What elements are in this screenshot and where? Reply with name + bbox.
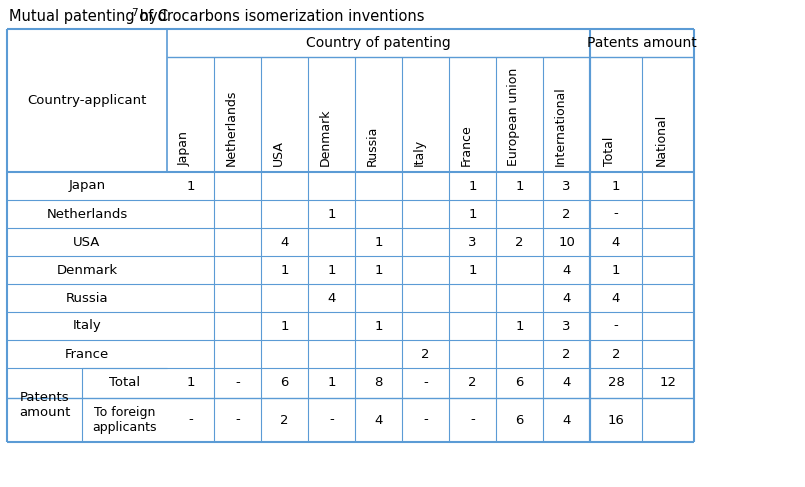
Text: 4: 4 (612, 236, 620, 248)
Text: 1: 1 (374, 236, 382, 248)
Text: 1: 1 (469, 263, 477, 277)
Text: Country-applicant: Country-applicant (27, 94, 147, 107)
Text: 10: 10 (558, 236, 575, 248)
Text: -: - (423, 413, 428, 427)
Text: 16: 16 (608, 413, 625, 427)
Text: 2: 2 (612, 348, 620, 360)
Text: -: - (613, 319, 618, 333)
Text: Japan: Japan (68, 180, 105, 192)
Text: Total: Total (109, 376, 140, 390)
Text: 4: 4 (280, 236, 289, 248)
Text: 1: 1 (374, 319, 382, 333)
Text: European union: European union (506, 68, 519, 166)
Text: Total: Total (603, 137, 616, 166)
Text: USA: USA (73, 236, 101, 248)
Text: -: - (329, 413, 334, 427)
Text: 4: 4 (563, 376, 571, 390)
Text: International: International (554, 86, 567, 166)
Text: 1: 1 (374, 263, 382, 277)
Text: 1: 1 (515, 319, 524, 333)
Text: 2: 2 (469, 376, 477, 390)
Text: National: National (655, 114, 668, 166)
Text: France: France (65, 348, 109, 360)
Text: 3: 3 (562, 180, 571, 192)
Text: 1: 1 (328, 207, 336, 221)
Text: 1: 1 (328, 263, 336, 277)
Text: 1: 1 (612, 180, 620, 192)
Text: 2: 2 (280, 413, 289, 427)
Text: hydrocarbons isomerization inventions: hydrocarbons isomerization inventions (135, 9, 424, 24)
Text: 2: 2 (562, 348, 571, 360)
Text: -: - (613, 207, 618, 221)
Text: -: - (188, 413, 193, 427)
Text: 28: 28 (608, 376, 625, 390)
Text: France: France (460, 124, 473, 166)
Text: 2: 2 (562, 207, 571, 221)
Text: 1: 1 (186, 376, 195, 390)
Text: 4: 4 (612, 292, 620, 304)
Text: 4: 4 (563, 263, 571, 277)
Text: 3: 3 (562, 319, 571, 333)
Text: 4: 4 (374, 413, 382, 427)
Text: 4: 4 (563, 413, 571, 427)
Text: Netherlands: Netherlands (47, 207, 128, 221)
Text: Netherlands: Netherlands (225, 90, 237, 166)
Text: To foreign
applicants: To foreign applicants (93, 406, 157, 434)
Text: 1: 1 (469, 207, 477, 221)
Text: 1: 1 (515, 180, 524, 192)
Text: Denmark: Denmark (319, 109, 332, 166)
Text: 4: 4 (328, 292, 336, 304)
Text: USA: USA (271, 140, 284, 166)
Text: 4: 4 (563, 292, 571, 304)
Text: Patents
amount: Patents amount (19, 391, 70, 419)
Text: Russia: Russia (66, 292, 109, 304)
Text: 1: 1 (469, 180, 477, 192)
Text: 6: 6 (515, 376, 524, 390)
Text: 6: 6 (280, 376, 289, 390)
Text: 1: 1 (280, 319, 289, 333)
Text: Denmark: Denmark (56, 263, 118, 277)
Text: Italy: Italy (72, 319, 101, 333)
Text: -: - (470, 413, 475, 427)
Text: 12: 12 (659, 376, 676, 390)
Text: Country of patenting: Country of patenting (306, 36, 451, 50)
Text: 6: 6 (515, 413, 524, 427)
Text: 2: 2 (515, 236, 524, 248)
Text: 1: 1 (328, 376, 336, 390)
Text: 8: 8 (374, 376, 382, 390)
Text: Mutual patenting of C: Mutual patenting of C (9, 9, 168, 24)
Text: -: - (235, 413, 240, 427)
Text: Italy: Italy (412, 139, 426, 166)
Text: Patents amount: Patents amount (587, 36, 697, 50)
Text: 3: 3 (469, 236, 477, 248)
Text: 2: 2 (421, 348, 430, 360)
Text: -: - (235, 376, 240, 390)
Text: Russia: Russia (365, 126, 378, 166)
Text: -: - (423, 376, 428, 390)
Text: 7: 7 (131, 8, 138, 18)
Text: 1: 1 (612, 263, 620, 277)
Text: 1: 1 (280, 263, 289, 277)
Text: 1: 1 (186, 180, 195, 192)
Text: Japan: Japan (177, 131, 191, 166)
